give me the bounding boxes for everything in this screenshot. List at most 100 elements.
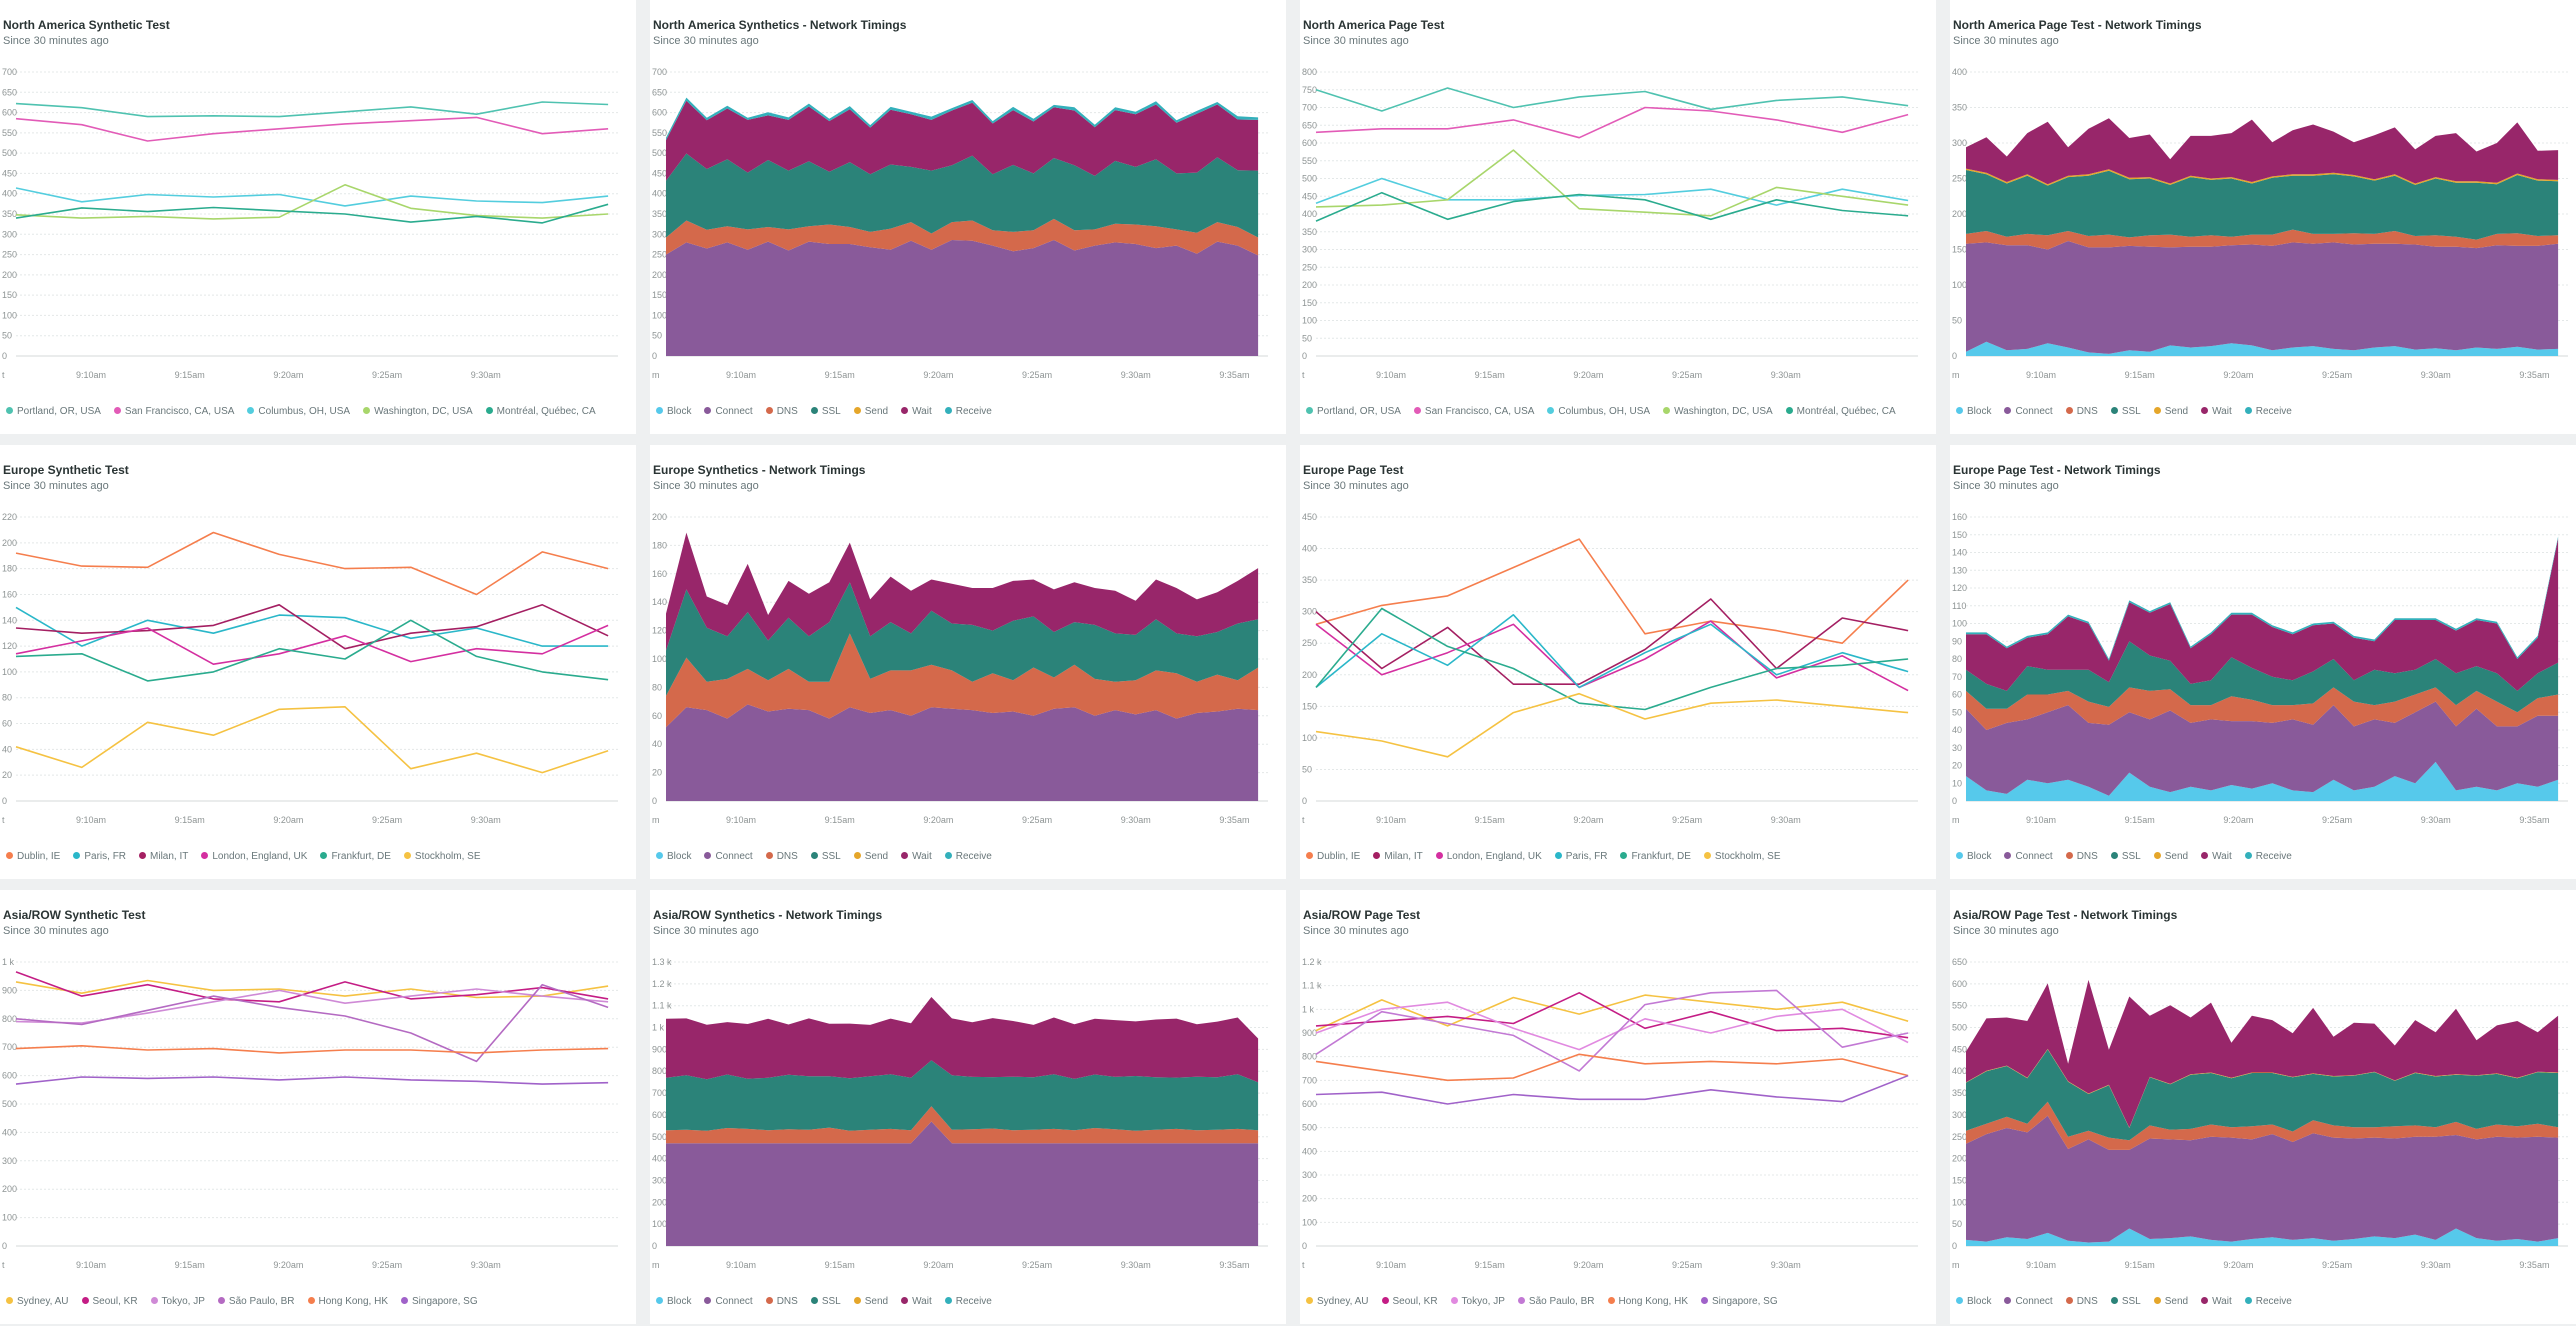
chart-panel[interactable]: Europe Page Test - Network Timings Since … [1950, 445, 2576, 879]
legend-item[interactable]: DNS [2065, 403, 2098, 420]
legend-item[interactable]: São Paulo, BR [1517, 1293, 1595, 1310]
legend-item[interactable]: Send [853, 848, 888, 865]
legend-item[interactable]: Montréal, Québec, CA [485, 403, 596, 420]
chart-panel[interactable]: Asia/ROW Synthetic Test Since 30 minutes … [0, 890, 636, 1324]
legend-item[interactable]: Connect [2004, 1293, 2053, 1310]
legend-item[interactable]: Paris, FR [1554, 848, 1607, 865]
legend-item[interactable]: Milan, IT [1373, 848, 1423, 865]
legend-dot-icon [944, 852, 952, 859]
legend-item[interactable]: Send [853, 1293, 888, 1310]
legend-item[interactable]: Send [2153, 1293, 2188, 1310]
panel-title: Europe Synthetics - Network Timings [653, 463, 866, 477]
legend-label: Hong Kong, HK [318, 1296, 389, 1307]
legend-item[interactable]: San Francisco, CA, USA [1413, 403, 1534, 420]
legend-item[interactable]: Stockholm, SE [1703, 848, 1781, 865]
legend-item[interactable]: Sydney, AU [1306, 1293, 1369, 1310]
legend-dot-icon [1620, 852, 1628, 859]
y-tick-label: 1 k [1302, 1004, 1315, 1014]
x-tick-label: 9:10am [2026, 370, 2056, 380]
legend-item[interactable]: Receive [944, 403, 992, 420]
y-tick-label: 50 [1302, 333, 1312, 343]
chart-panel[interactable]: Asia/ROW Synthetics - Network Timings Sin… [650, 890, 1286, 1324]
legend-item[interactable]: Block [1956, 403, 1991, 420]
legend-item[interactable]: Tokyo, JP [150, 1293, 205, 1310]
legend-item[interactable]: Wait [2201, 1293, 2232, 1310]
legend-item[interactable]: Receive [2244, 848, 2292, 865]
legend-item[interactable]: Wait [2201, 403, 2232, 420]
legend-item[interactable]: SSL [810, 848, 841, 865]
legend-item[interactable]: DNS [2065, 1293, 2098, 1310]
legend-item[interactable]: Receive [944, 848, 992, 865]
legend-item[interactable]: Send [2153, 848, 2188, 865]
legend-item[interactable]: Connect [2004, 403, 2053, 420]
legend-item[interactable]: Block [656, 848, 691, 865]
legend-item[interactable]: Stockholm, SE [403, 848, 481, 865]
chart-panel[interactable]: North America Synthetic Test Since 30 min… [0, 0, 636, 434]
legend-dot-icon [853, 852, 861, 859]
legend-item[interactable]: Receive [944, 1293, 992, 1310]
legend-item[interactable]: Wait [901, 403, 932, 420]
legend-item[interactable]: Connect [2004, 848, 2053, 865]
legend-item[interactable]: Hong Kong, HK [307, 1293, 389, 1310]
legend-item[interactable]: DNS [765, 1293, 798, 1310]
legend-item[interactable]: Portland, OR, USA [6, 403, 101, 420]
legend-item[interactable]: Portland, OR, USA [1306, 403, 1401, 420]
legend-item[interactable]: Block [1956, 848, 1991, 865]
legend-item[interactable]: Connect [704, 1293, 753, 1310]
legend-item[interactable]: Frankfurt, DE [1620, 848, 1691, 865]
legend-item[interactable]: Dublin, IE [6, 848, 60, 865]
legend-item[interactable]: Seoul, KR [81, 1293, 138, 1310]
legend-dot-icon [139, 852, 147, 859]
legend-item[interactable]: Receive [2244, 403, 2292, 420]
legend-item[interactable]: Washington, DC, USA [1663, 403, 1773, 420]
legend-item[interactable]: Send [853, 403, 888, 420]
legend-item[interactable]: SSL [2110, 403, 2141, 420]
legend-item[interactable]: Connect [704, 403, 753, 420]
legend-item[interactable]: Milan, IT [139, 848, 188, 865]
legend-item[interactable]: Wait [2201, 848, 2232, 865]
legend-item[interactable]: London, England, UK [201, 848, 307, 865]
legend-item[interactable]: Seoul, KR [1381, 1293, 1438, 1310]
legend-item[interactable]: Dublin, IE [1306, 848, 1360, 865]
legend-item[interactable]: Wait [901, 848, 932, 865]
chart-panel[interactable]: Asia/ROW Page Test Since 30 minutes ago 1.… [1300, 890, 1936, 1324]
legend-item[interactable]: Columbus, OH, USA [247, 403, 350, 420]
legend-item[interactable]: SSL [2110, 1293, 2141, 1310]
legend-item[interactable]: Washington, DC, USA [363, 403, 473, 420]
legend-item[interactable]: London, England, UK [1435, 848, 1542, 865]
legend-item[interactable]: Frankfurt, DE [320, 848, 391, 865]
legend-item[interactable]: Paris, FR [73, 848, 126, 865]
legend-item[interactable]: Singapore, SG [1701, 1293, 1778, 1310]
legend-item[interactable]: SSL [810, 403, 841, 420]
legend-item[interactable]: Singapore, SG [401, 1293, 478, 1310]
legend-item[interactable]: Send [2153, 403, 2188, 420]
legend-item[interactable]: Block [656, 403, 691, 420]
legend-item[interactable]: São Paulo, BR [217, 1293, 295, 1310]
legend-item[interactable]: San Francisco, CA, USA [113, 403, 234, 420]
legend-item[interactable]: DNS [765, 848, 798, 865]
legend-item[interactable]: Montréal, Québec, CA [1785, 403, 1896, 420]
legend-item[interactable]: Columbus, OH, USA [1547, 403, 1650, 420]
legend-item[interactable]: Sydney, AU [6, 1293, 69, 1310]
chart-panel[interactable]: North America Synthetics - Network Timin… [650, 0, 1286, 434]
chart-panel[interactable]: Europe Synthetic Test Since 30 minutes ag… [0, 445, 636, 879]
legend-item[interactable]: Receive [2244, 1293, 2292, 1310]
chart-panel[interactable]: Europe Synthetics - Network Timings Since… [650, 445, 1286, 879]
legend-item[interactable]: SSL [2110, 848, 2141, 865]
legend-item[interactable]: DNS [765, 403, 798, 420]
chart-panel[interactable]: Europe Page Test Since 30 minutes ago 450 4… [1300, 445, 1936, 879]
legend-item[interactable]: Connect [704, 848, 753, 865]
chart-panel[interactable]: North America Page Test - Network Timing… [1950, 0, 2576, 434]
legend-item[interactable]: Tokyo, JP [1450, 1293, 1505, 1310]
x-tick-label: 9:25am [2322, 815, 2352, 825]
chart-panel[interactable]: Asia/ROW Page Test - Network Timings Sinc… [1950, 890, 2576, 1324]
legend-item[interactable]: Hong Kong, HK [1607, 1293, 1688, 1310]
legend-item[interactable]: Wait [901, 1293, 932, 1310]
legend-item[interactable]: Block [656, 1293, 691, 1310]
legend-item[interactable]: DNS [2065, 848, 2098, 865]
legend-item[interactable]: SSL [810, 1293, 841, 1310]
chart-panel[interactable]: North America Page Test Since 30 minutes … [1300, 0, 1936, 434]
y-tick-label: 450 [1302, 512, 1317, 522]
legend-item[interactable]: Block [1956, 1293, 1991, 1310]
